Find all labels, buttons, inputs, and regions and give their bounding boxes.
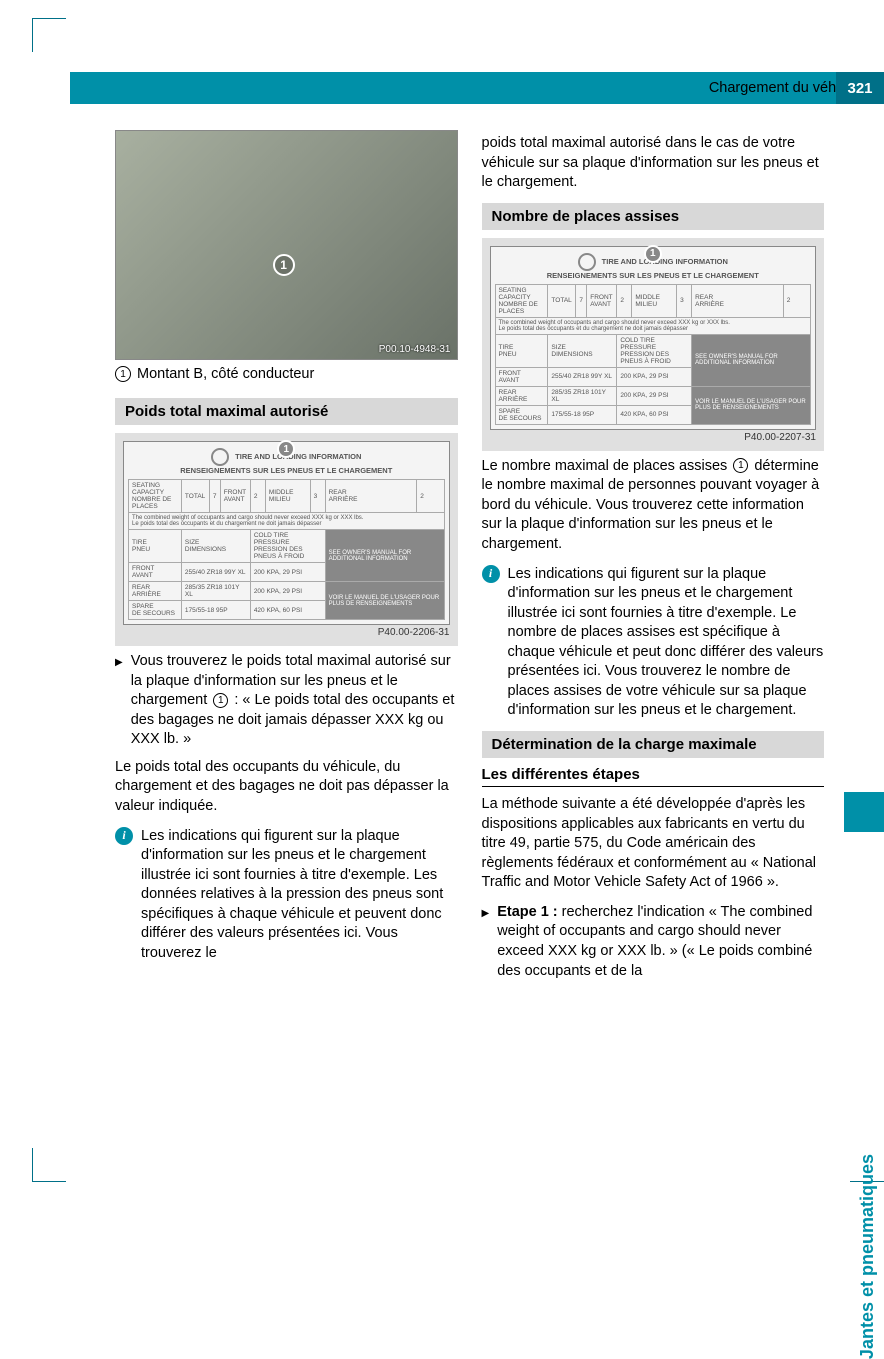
content-area: 1 P00.10-4948-31 1 Montant B, côté condu… — [115, 130, 824, 1125]
placard-weight: TIRE AND LOADING INFORMATION RENSEIGNEME… — [115, 433, 458, 646]
bullet-text: Vous trouverez le poids total maximal au… — [131, 652, 458, 750]
page-number: 321 — [836, 72, 884, 104]
info-icon: i — [115, 827, 133, 845]
right-column: poids total maximal autorisé dans le cas… — [482, 130, 825, 1125]
section-heading-load: Détermination de la charge maximale — [482, 731, 825, 758]
bpillar-photo: 1 P00.10-4948-31 — [115, 130, 458, 360]
info-text: Les indications qui figurent sur la plaq… — [141, 827, 458, 964]
triangle-icon — [482, 903, 490, 981]
subsection-steps: Les différentes étapes — [482, 766, 825, 787]
step-label: Etape 1 : — [497, 904, 557, 920]
para-seats: Le nombre maximal de places assises 1 dé… — [482, 457, 825, 555]
tire-icon — [211, 448, 229, 466]
para-weight: Le poids total des occupants du véhicule… — [115, 758, 458, 817]
placard-table: SEATING CAPACITY NOMBRE DE PLACESTOTAL7F… — [495, 284, 812, 425]
caption-num: 1 — [115, 366, 131, 382]
placard-seats: TIRE AND LOADING INFORMATION RENSEIGNEME… — [482, 238, 825, 451]
caption-text: Montant B, côté conducteur — [137, 366, 314, 382]
placard-ref: P40.00-2206-31 — [123, 627, 450, 638]
section-heading-seats: Nombre de places assises — [482, 203, 825, 230]
info-text: Les indications qui figurent sur la plaq… — [508, 565, 825, 722]
placard-title1: TIRE AND LOADING INFORMATION — [235, 452, 361, 461]
info-weight: i Les indications qui figurent sur la pl… — [115, 827, 458, 964]
placard-ref: P40.00-2207-31 — [490, 432, 817, 443]
info-seats: i Les indications qui figurent sur la pl… — [482, 565, 825, 722]
callout-1: 1 — [273, 254, 295, 276]
left-column: 1 P00.10-4948-31 1 Montant B, côté condu… — [115, 130, 458, 1125]
step-1: Etape 1 : recherchez l'indication « The … — [482, 903, 825, 981]
placard-table: SEATING CAPACITY NOMBRE DE PLACESTOTAL7F… — [128, 479, 445, 620]
crop-mark — [32, 18, 68, 54]
photo-ref: P00.10-4948-31 — [379, 344, 451, 355]
bullet-weight: Vous trouverez le poids total maximal au… — [115, 652, 458, 750]
tire-icon — [578, 253, 596, 271]
placard-callout: 1 — [644, 245, 662, 263]
triangle-icon — [115, 652, 123, 750]
placard-title1: TIRE AND LOADING INFORMATION — [602, 257, 728, 266]
para-seats-a: Le nombre maximal de places assises — [482, 458, 732, 474]
para-top-right: poids total maximal autorisé dans le cas… — [482, 134, 825, 193]
section-heading-weight: Poids total maximal autorisé — [115, 398, 458, 425]
photo-caption: 1 Montant B, côté conducteur — [115, 366, 458, 382]
placard-title2: RENSEIGNEMENTS SUR LES PNEUS ET LE CHARG… — [547, 271, 759, 280]
side-tab-block — [844, 792, 884, 832]
placard-callout: 1 — [277, 440, 295, 458]
step-text: Etape 1 : recherchez l'indication « The … — [497, 903, 824, 981]
placard-title2: RENSEIGNEMENTS SUR LES PNEUS ET LE CHARG… — [180, 466, 392, 475]
side-tab-label: Jantes et pneumatiques — [857, 1154, 878, 1359]
header-bar: Chargement du véhicule — [70, 72, 884, 104]
para-method: La méthode suivante a été développée d'a… — [482, 795, 825, 893]
crop-mark — [32, 1146, 68, 1182]
inline-callout-1: 1 — [733, 458, 748, 473]
info-icon: i — [482, 565, 500, 583]
